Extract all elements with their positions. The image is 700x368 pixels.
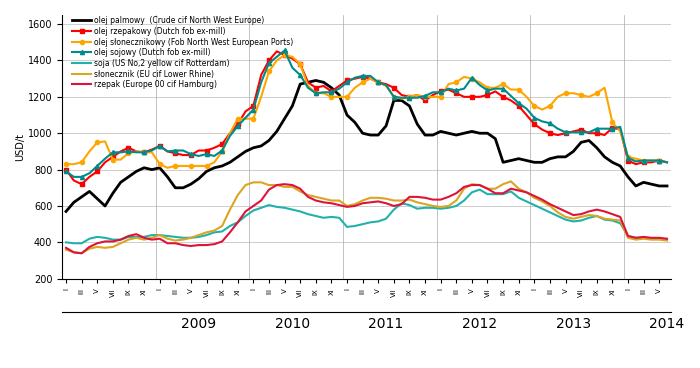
Y-axis label: USD/t: USD/t (15, 133, 25, 161)
Legend: olej palmowy  (Crude cif North West Europe), olej rzepakowy (Dutch fob ex-mill),: olej palmowy (Crude cif North West Europ… (72, 16, 293, 89)
